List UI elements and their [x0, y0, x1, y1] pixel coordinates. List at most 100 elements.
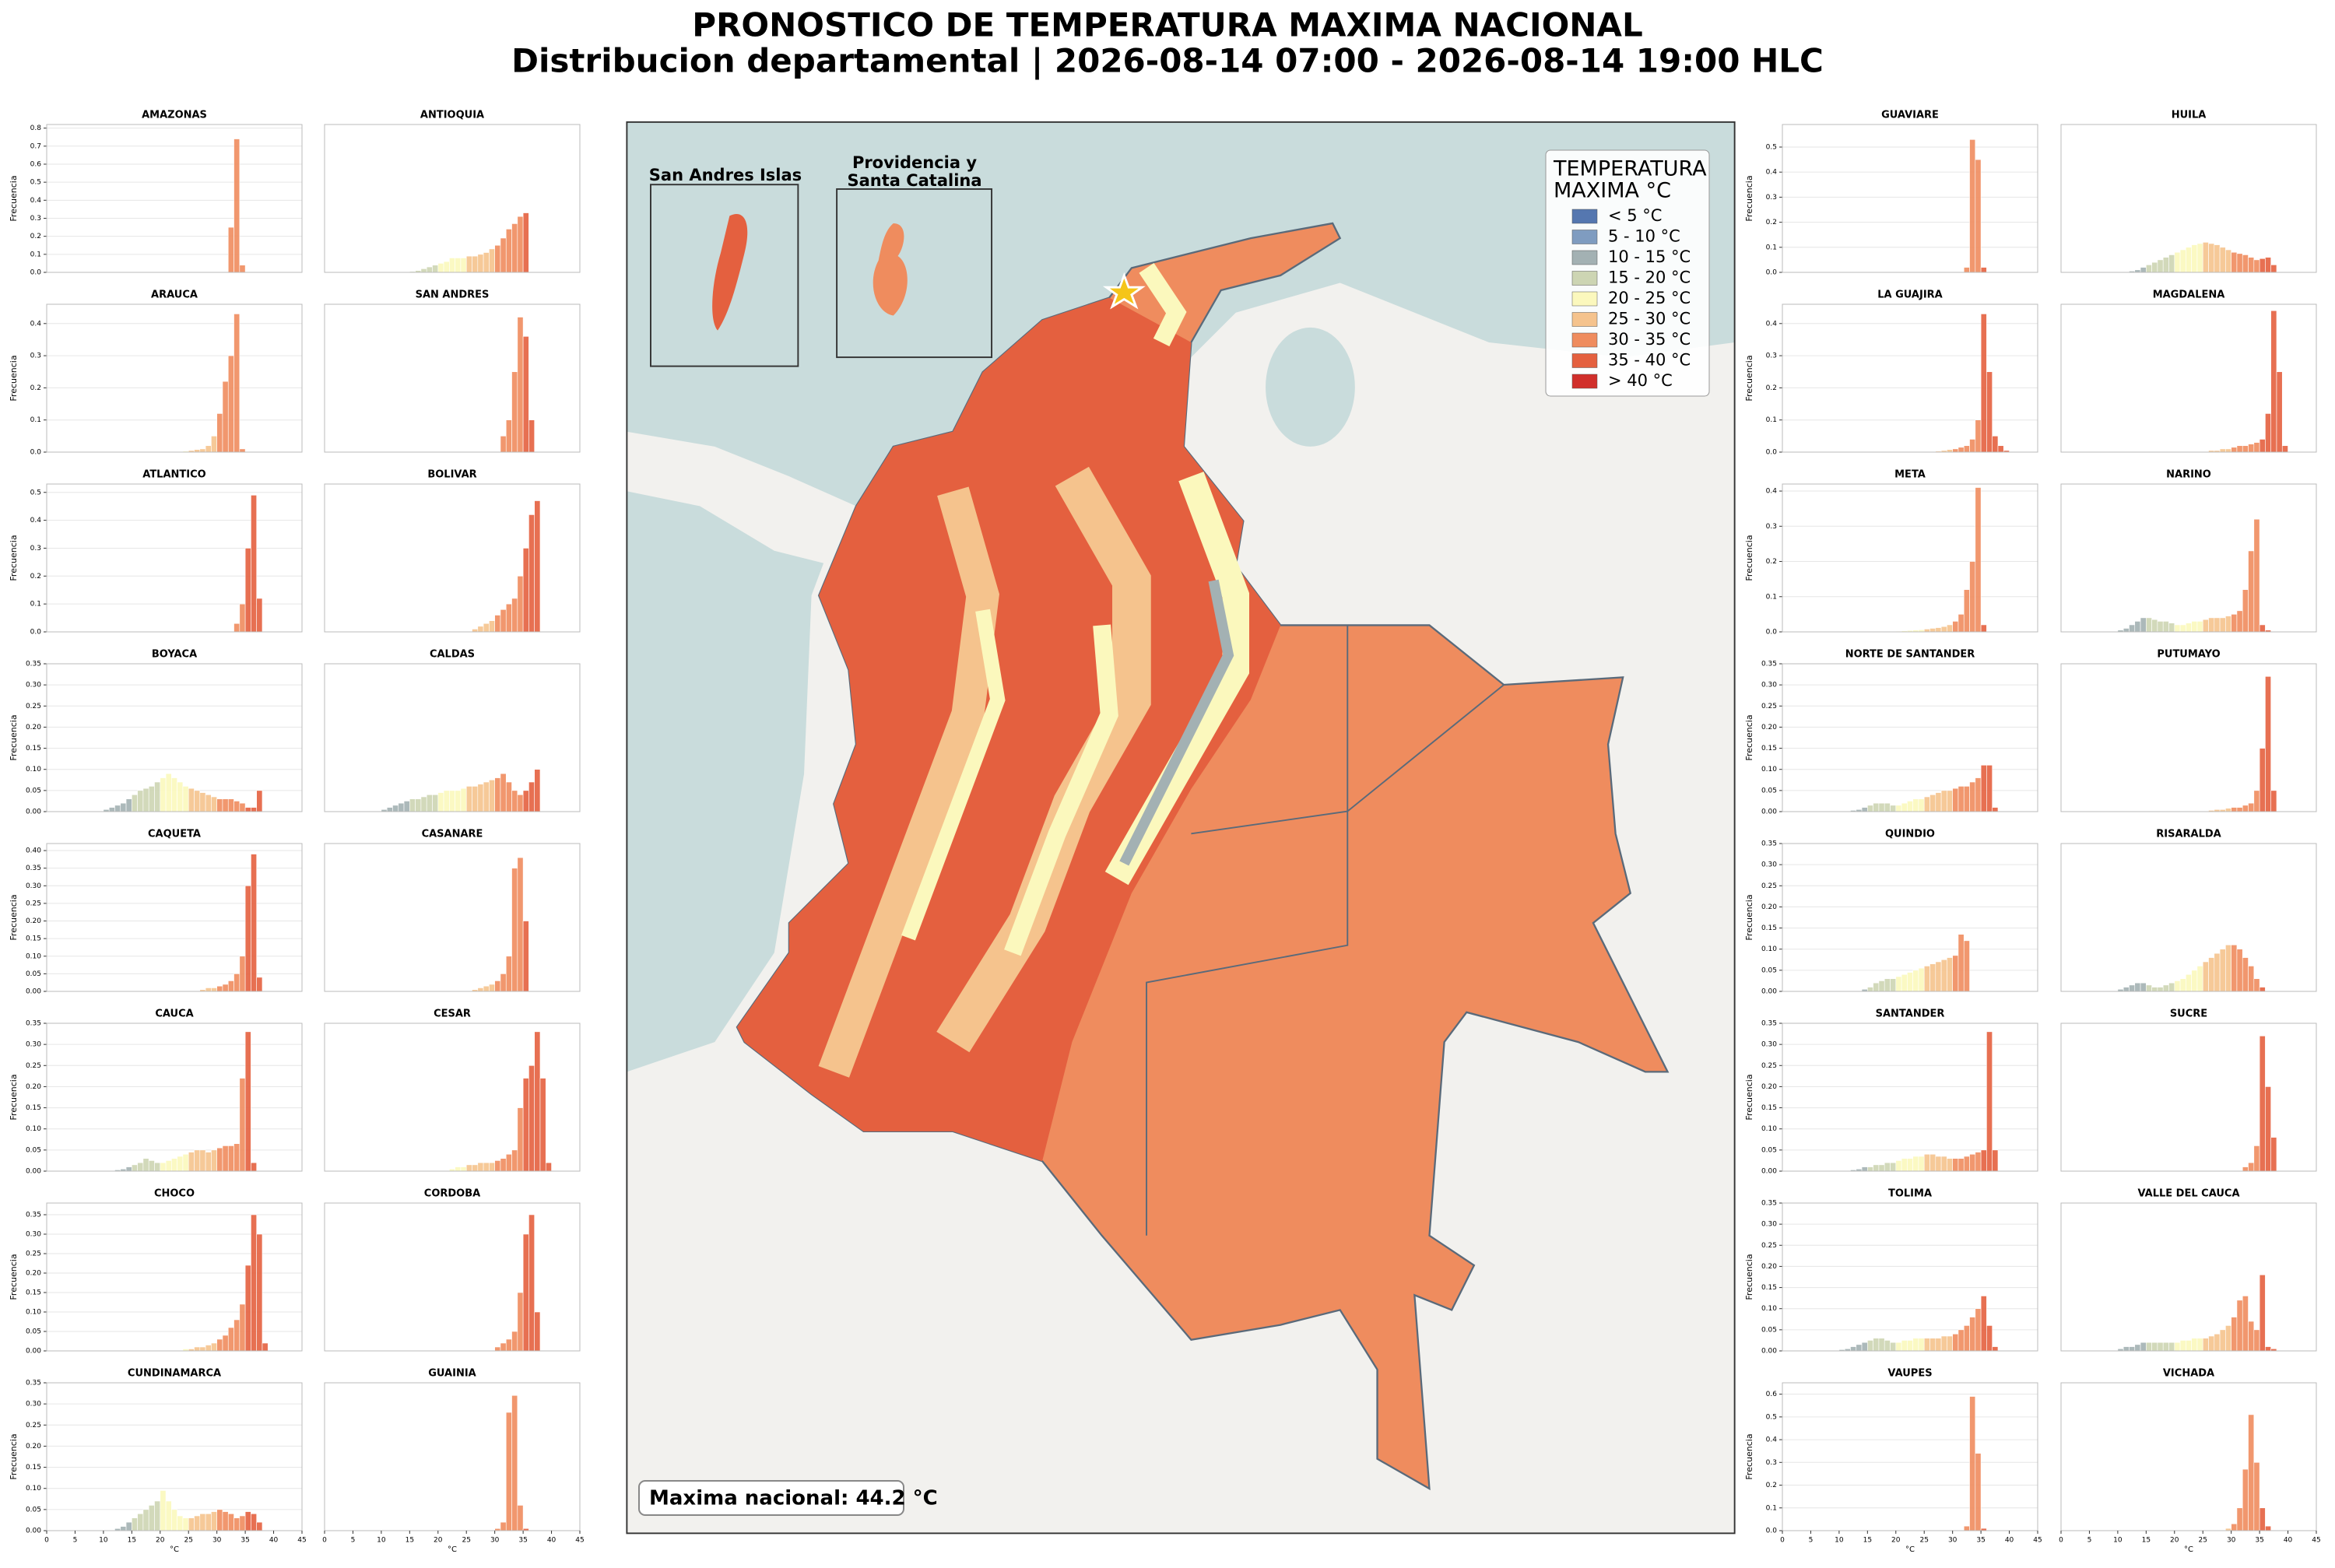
- bar: [2174, 624, 2181, 633]
- axes-frame: [324, 843, 581, 992]
- x-tick-label: 25: [1919, 1537, 1928, 1545]
- y-tick-label: 0.00: [26, 1528, 41, 1535]
- x-tick-label: 20: [2170, 1537, 2179, 1545]
- y-tick-label: 0.1: [30, 601, 41, 609]
- bar: [1907, 801, 1913, 812]
- bar: [216, 1147, 223, 1172]
- bar: [1890, 978, 1897, 992]
- y-tick-label: 0.6: [1766, 1391, 1778, 1398]
- bar: [437, 263, 444, 273]
- sea: [627, 121, 1735, 1072]
- bar: [1923, 966, 1930, 992]
- bar: [1890, 1162, 1897, 1172]
- y-tick-label: 0.0: [30, 269, 42, 277]
- panel-title: CASANARE: [422, 829, 483, 840]
- y-tick-label: 0.00: [1761, 988, 1777, 996]
- y-tick-label: 0.2: [30, 384, 41, 392]
- y-tick-label: 0.5: [30, 179, 41, 187]
- y-tick-label: 0.35: [26, 865, 41, 872]
- bar: [2196, 243, 2203, 273]
- bar: [1912, 970, 1919, 992]
- bar: [1923, 1338, 1930, 1352]
- bar: [244, 885, 251, 992]
- bar: [1963, 940, 1970, 992]
- y-tick-label: 0.0: [1766, 1528, 1778, 1535]
- histogram-panel: NARINO: [2060, 469, 2317, 633]
- bar: [1986, 1325, 1993, 1352]
- bar: [494, 980, 501, 992]
- x-tick-label: 20: [156, 1537, 165, 1545]
- bar: [216, 798, 223, 812]
- bar: [2231, 447, 2238, 453]
- y-tick-label: 0.15: [1761, 1284, 1777, 1292]
- bar: [2134, 621, 2141, 633]
- inset-title: San Andres Islas: [649, 166, 802, 184]
- bar: [1867, 987, 1873, 992]
- y-tick-label: 0.30: [26, 1401, 41, 1408]
- bar: [171, 1158, 177, 1172]
- y-axis-label: Frecuencia: [1744, 1074, 1754, 1120]
- x-tick-label: 10: [1835, 1537, 1844, 1545]
- y-tick-label: 0.2: [30, 233, 41, 240]
- histogram-panel: VICHADA 0 5 10 15 20 25 30 35 40 45 °C: [2059, 1368, 2321, 1555]
- bar: [1884, 1162, 1891, 1172]
- y-tick-label: 0.35: [1761, 1020, 1777, 1028]
- bar: [2146, 265, 2152, 273]
- bar: [222, 1145, 229, 1172]
- bar: [1980, 764, 1987, 812]
- y-tick-label: 0.8: [30, 125, 42, 132]
- histogram-panel: CUNDINAMARCA 0.00 0.05 0.10 0.15 0.20 0.25 0.30…: [9, 1368, 307, 1555]
- y-tick-label: 0.4: [1766, 488, 1778, 496]
- bar: [1947, 1158, 1953, 1172]
- bar: [2253, 442, 2260, 453]
- bar: [1963, 445, 1970, 453]
- bar: [398, 802, 405, 812]
- bar: [1856, 1344, 1863, 1352]
- bar: [2151, 261, 2158, 273]
- bar: [120, 802, 127, 812]
- legend-swatch: [1571, 271, 1598, 286]
- bar: [239, 1303, 246, 1352]
- bar: [2186, 1340, 2192, 1352]
- bar: [2140, 1342, 2147, 1352]
- y-tick-label: 0.10: [1761, 1125, 1777, 1133]
- panel-title: QUINDIO: [1885, 829, 1935, 840]
- bar: [148, 1505, 155, 1531]
- bar: [1947, 1335, 1953, 1352]
- y-axis-label: Frecuencia: [9, 1074, 19, 1120]
- bar: [2157, 987, 2164, 992]
- bar: [2129, 1346, 2136, 1352]
- y-tick-label: 0.10: [1761, 1305, 1777, 1313]
- bar: [211, 796, 217, 812]
- bar: [2231, 251, 2238, 273]
- bar: [1867, 805, 1873, 812]
- bar: [1986, 371, 1993, 453]
- bar: [211, 1511, 217, 1531]
- bar: [2179, 978, 2186, 992]
- bar: [239, 1078, 246, 1172]
- legend-label: < 5 °C: [1608, 206, 1662, 225]
- y-tick-label: 0.0: [30, 449, 42, 457]
- axes-frame: [2060, 663, 2317, 812]
- bar: [177, 781, 184, 812]
- bar: [2242, 957, 2249, 992]
- x-tick-label: 15: [2142, 1537, 2151, 1545]
- axes-frame: [2060, 303, 2317, 453]
- bar: [222, 1335, 229, 1352]
- bar: [2231, 1523, 2238, 1531]
- y-tick-label: 0.4: [30, 197, 42, 205]
- panel-title: SANTANDER: [1876, 1009, 1945, 1020]
- bar: [2236, 807, 2243, 812]
- bar: [1895, 1160, 1902, 1172]
- y-tick-label: 0.1: [1766, 593, 1777, 601]
- bar: [1861, 807, 1868, 812]
- x-tick-label: 0: [322, 1537, 327, 1545]
- panel-title: MAGDALENA: [2153, 289, 2225, 301]
- bar: [1975, 1308, 1982, 1352]
- bar: [2265, 1086, 2271, 1172]
- bar: [211, 436, 217, 453]
- bar: [528, 514, 535, 633]
- bar: [194, 1515, 201, 1531]
- bar: [2219, 617, 2226, 633]
- y-tick-label: 0.15: [1761, 924, 1777, 932]
